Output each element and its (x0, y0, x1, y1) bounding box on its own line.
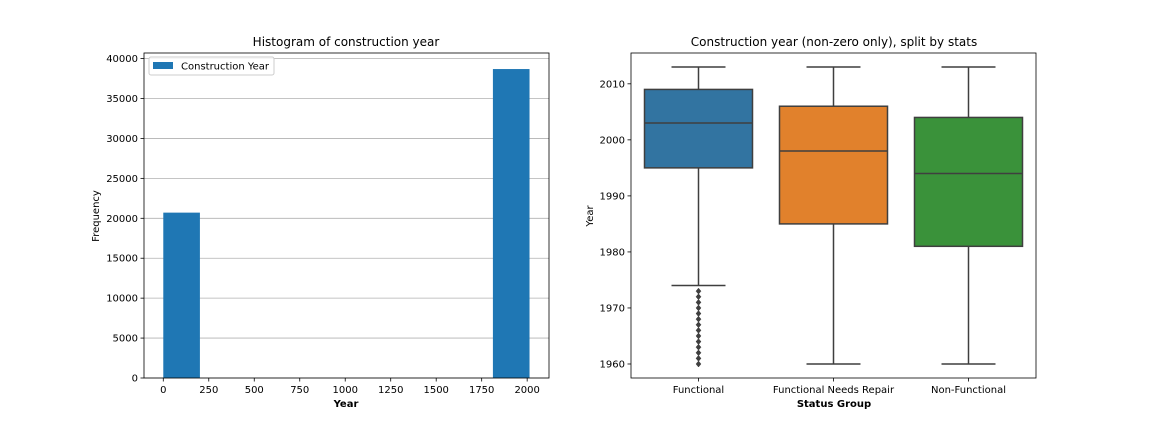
y-tick-label: 2000 (600, 135, 625, 146)
histogram-gridlines (144, 58, 549, 379)
y-tick-label: 1970 (600, 303, 625, 314)
boxplot-marks (643, 66, 1024, 368)
y-tick-label: 40000 (106, 54, 138, 65)
boxplot-panel: Construction year (non-zero only), split… (585, 35, 1037, 410)
x-tick-label: 750 (290, 385, 309, 396)
boxplot-x-label: Status Group (797, 399, 871, 410)
box (643, 88, 754, 169)
x-tick-label: Functional Needs Repair (773, 385, 895, 396)
histogram-title: Histogram of construction year (253, 35, 440, 49)
outlier-point (695, 310, 702, 317)
outlier-point (695, 321, 702, 329)
boxplot-y-label: Year (585, 205, 596, 228)
outlier-point (695, 354, 702, 362)
boxplot-y-ticks: 1960 1970 1980 1990 2000 2010 (600, 79, 631, 370)
x-tick-label: 250 (199, 385, 218, 396)
outlier-point (695, 326, 702, 334)
x-tick-label: 1750 (469, 385, 494, 396)
outlier-point (695, 298, 702, 306)
x-tick-label: 2000 (514, 385, 539, 396)
box (778, 105, 889, 225)
histogram-panel: Histogram of construction year 0 250 500 75… (91, 35, 550, 410)
y-tick-label: 20000 (106, 214, 138, 225)
boxplot-x-ticks: Functional Functional Needs Repair Non-Fun… (673, 378, 1006, 396)
histogram-axes-frame (143, 52, 550, 379)
y-tick-label: 1990 (600, 191, 625, 202)
histogram-bar (163, 212, 200, 378)
x-tick-label: 1000 (332, 385, 357, 396)
boxplot-title: Construction year (non-zero only), split… (691, 35, 977, 49)
box-group (778, 66, 889, 365)
box-group (913, 66, 1024, 365)
y-tick-label: 1980 (600, 247, 625, 258)
box (913, 116, 1024, 248)
histogram-bar (492, 69, 530, 378)
histogram-bars (163, 69, 530, 378)
y-tick-label: 2010 (600, 79, 625, 90)
histogram-legend: Construction Year (148, 56, 275, 76)
outlier-point (695, 338, 702, 345)
legend-label: Construction Year (181, 62, 270, 73)
y-tick-label: 25000 (106, 174, 138, 185)
histogram-y-ticks: 0 5000 10000 15000 20000 25000 30000 35000 40000 (106, 54, 144, 385)
x-tick-label: 1250 (378, 385, 403, 396)
box-group (643, 66, 754, 368)
outlier-point (695, 332, 702, 340)
x-tick-label: Non-Functional (931, 385, 1006, 396)
y-tick-label: 0 (132, 374, 138, 385)
outlier-point (695, 287, 702, 295)
x-tick-label: 500 (245, 385, 264, 396)
y-tick-label: 5000 (113, 334, 138, 345)
legend-box (148, 56, 275, 76)
histogram-x-label: Year (333, 399, 359, 410)
outlier-point (695, 349, 702, 357)
y-tick-label: 15000 (106, 254, 138, 265)
x-tick-label: Functional (673, 385, 724, 396)
x-tick-label: 1500 (423, 385, 448, 396)
x-tick-label: 0 (160, 385, 166, 396)
outlier-point (695, 304, 702, 312)
outlier-point (695, 360, 702, 368)
histogram-y-label: Frequency (91, 190, 102, 242)
y-tick-label: 10000 (106, 294, 138, 305)
outlier-point (695, 315, 702, 323)
y-tick-label: 30000 (106, 134, 138, 145)
outlier-point (695, 293, 702, 301)
y-tick-label: 35000 (106, 94, 138, 105)
outlier-point (695, 343, 702, 351)
legend-swatch (153, 62, 173, 69)
y-tick-label: 1960 (600, 359, 625, 370)
histogram-x-ticks: 0 250 500 750 1000 1250 1500 1750 2000 (160, 378, 540, 396)
